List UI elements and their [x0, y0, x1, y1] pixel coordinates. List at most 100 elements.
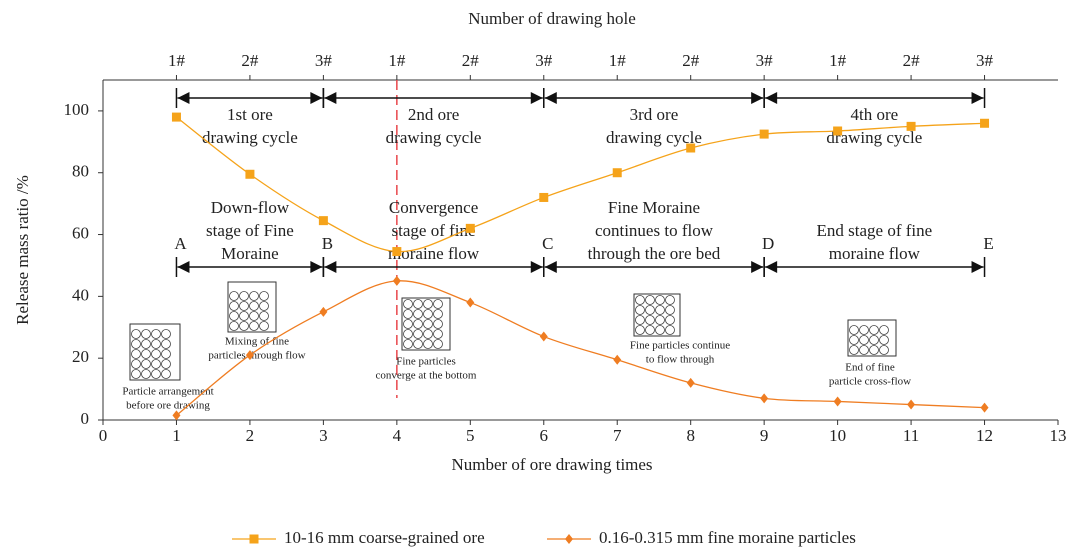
span-label: stage of Fine	[206, 221, 294, 240]
icon-particle	[646, 326, 655, 335]
icon-particle	[260, 312, 269, 321]
icon-particle	[260, 292, 269, 301]
icon-particle	[260, 302, 269, 311]
icon-caption: to flow through	[646, 354, 715, 366]
icon-particle	[666, 316, 675, 325]
icon-particle	[414, 320, 423, 329]
top-tick-label: 2#	[903, 51, 921, 70]
legend-label: 10-16 mm coarse-grained ore	[284, 528, 485, 547]
top-tick-label: 3#	[315, 51, 333, 70]
point	[613, 355, 621, 365]
icon-particle	[646, 296, 655, 305]
span-label: End stage of fine	[817, 221, 933, 240]
x-tick-label: 0	[99, 426, 108, 445]
icon-particle	[404, 320, 413, 329]
x-tick-label: 8	[686, 426, 695, 445]
top-tick-label: 2#	[682, 51, 700, 70]
top-tick-label: 3#	[976, 51, 994, 70]
point	[613, 168, 622, 177]
icon-particle	[666, 296, 675, 305]
icon-particle	[850, 346, 859, 355]
icon-particle	[240, 302, 249, 311]
y-axis-title: Release mass ratio /%	[13, 175, 32, 325]
icon-particle	[142, 350, 151, 359]
boundary-label: E	[983, 234, 993, 253]
y-tick-label: 20	[72, 347, 89, 366]
span-label: moraine flow	[388, 244, 480, 263]
y-tick-label: 40	[72, 285, 89, 304]
x-tick-label: 13	[1050, 426, 1067, 445]
point	[760, 130, 769, 139]
legend-label: 0.16-0.315 mm fine moraine particles	[599, 528, 856, 547]
legend-marker	[250, 535, 259, 544]
icon-particle	[250, 322, 259, 331]
span-label: continues to flow	[595, 221, 714, 240]
point	[980, 119, 989, 128]
x-tick-label: 12	[976, 426, 993, 445]
icon-caption: particle cross-flow	[829, 376, 911, 388]
span-label: 4th ore	[851, 105, 899, 124]
icon-particle	[666, 326, 675, 335]
icon-particle	[152, 350, 161, 359]
icon-particle	[880, 336, 889, 345]
point	[687, 378, 695, 388]
top-tick-label: 1#	[829, 51, 847, 70]
icon-particle	[132, 350, 141, 359]
top-tick-label: 2#	[241, 51, 259, 70]
icon-caption: before ore drawing	[126, 400, 210, 412]
icon-caption: converge at the bottom	[376, 370, 477, 382]
icon-particle	[424, 340, 433, 349]
icon-particle	[132, 370, 141, 379]
point	[981, 403, 989, 413]
icon-particle	[132, 330, 141, 339]
particle-icon	[848, 320, 896, 356]
icon-particle	[132, 360, 141, 369]
icon-particle	[152, 340, 161, 349]
span-label: drawing cycle	[202, 128, 298, 147]
icon-particle	[162, 370, 171, 379]
boundary-label: B	[322, 234, 333, 253]
y-tick-label: 0	[81, 409, 90, 428]
icon-particle	[860, 346, 869, 355]
icon-particle	[260, 322, 269, 331]
top-tick-label: 3#	[756, 51, 774, 70]
span-label: 2nd ore	[408, 105, 459, 124]
icon-particle	[414, 300, 423, 309]
particle-icon	[130, 324, 180, 380]
point	[319, 216, 328, 225]
icon-particle	[646, 316, 655, 325]
icon-particle	[424, 330, 433, 339]
icon-particle	[850, 336, 859, 345]
span-label: Convergence	[389, 198, 478, 217]
x-tick-label: 9	[760, 426, 769, 445]
icon-particle	[230, 322, 239, 331]
icon-particle	[656, 326, 665, 335]
chart: Number of drawing hole Number of ore dra…	[0, 0, 1081, 551]
x-axis-title: Number of ore drawing times	[451, 455, 652, 474]
top-tick-label: 2#	[462, 51, 480, 70]
point	[393, 276, 401, 286]
point	[245, 170, 254, 179]
icon-particle	[414, 330, 423, 339]
icon-particle	[152, 330, 161, 339]
icon-particle	[424, 320, 433, 329]
boundary-label: A	[174, 234, 187, 253]
x-tick-label: 5	[466, 426, 475, 445]
icon-particle	[250, 312, 259, 321]
point	[834, 396, 842, 406]
icon-particle	[434, 320, 443, 329]
icon-particle	[152, 370, 161, 379]
span-label: Down-flow	[211, 198, 290, 217]
icon-particle	[162, 350, 171, 359]
icon-particle	[162, 340, 171, 349]
icon-particle	[424, 300, 433, 309]
icon-particle	[870, 336, 879, 345]
x-tick-label: 6	[540, 426, 549, 445]
x-tick-label: 1	[172, 426, 181, 445]
icon-particle	[162, 330, 171, 339]
icon-particle	[162, 360, 171, 369]
point	[760, 393, 768, 403]
icon-particle	[142, 370, 151, 379]
icon-particle	[240, 312, 249, 321]
icon-particle	[646, 306, 655, 315]
